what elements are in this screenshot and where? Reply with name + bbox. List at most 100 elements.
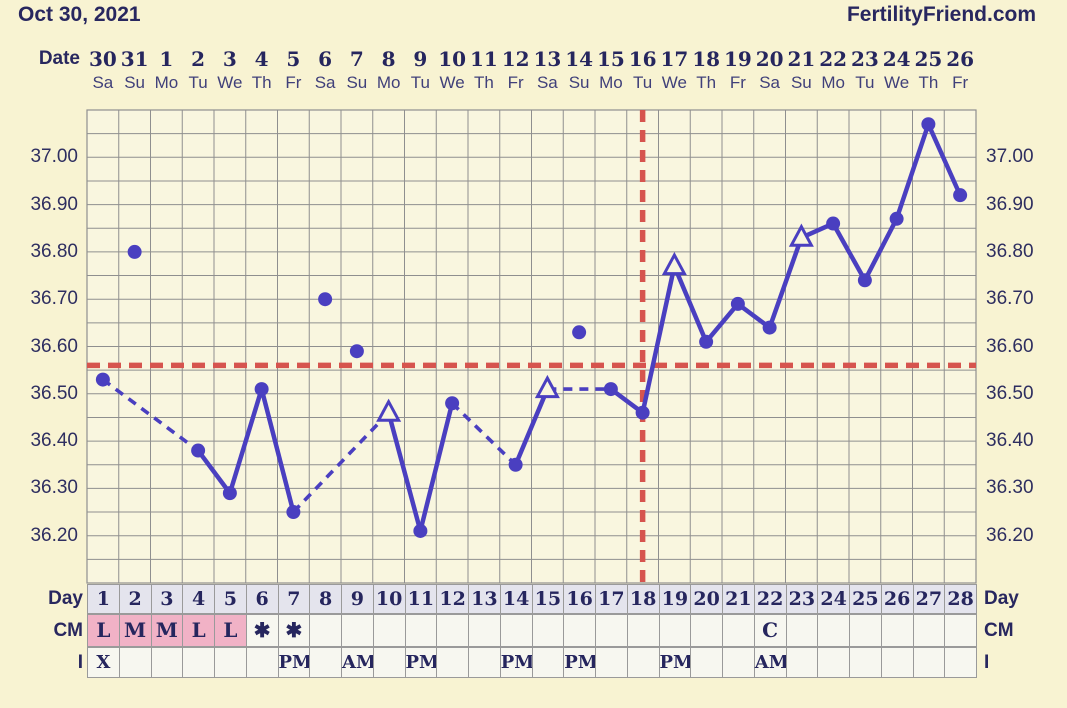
- day-cell-6[interactable]: 6: [245, 584, 279, 614]
- i-cell-14[interactable]: PM: [499, 647, 534, 678]
- site-logo[interactable]: FertilityFriend.com: [846, 3, 1036, 26]
- day-cell-4[interactable]: 4: [182, 584, 215, 614]
- cm-cell-12[interactable]: [436, 614, 469, 647]
- day-cell-2[interactable]: 2: [118, 584, 152, 614]
- cm-cell-23[interactable]: [785, 614, 819, 647]
- day-cell-19[interactable]: 19: [658, 584, 692, 614]
- temp-point-day-25[interactable]: [857, 273, 872, 288]
- day-cell-25[interactable]: 25: [849, 584, 882, 614]
- temp-point-day-4[interactable]: [191, 443, 206, 458]
- i-cell-19[interactable]: PM: [658, 647, 693, 678]
- i-cell-1[interactable]: X: [87, 647, 120, 678]
- cm-cell-5[interactable]: L: [214, 614, 247, 647]
- cm-cell-22[interactable]: C: [753, 614, 787, 647]
- cm-cell-10[interactable]: [372, 614, 406, 647]
- temp-point-day-11[interactable]: [413, 523, 428, 538]
- day-cell-22[interactable]: 22: [753, 584, 787, 614]
- i-cell-25[interactable]: [849, 647, 882, 678]
- i-cell-5[interactable]: [214, 647, 247, 678]
- day-cell-7[interactable]: 7: [277, 584, 311, 614]
- temp-point-day-12[interactable]: [445, 396, 460, 411]
- day-cell-1[interactable]: 1: [87, 584, 120, 614]
- i-cell-4[interactable]: [182, 647, 215, 678]
- temp-point-day-27[interactable]: [921, 117, 936, 132]
- temp-point-day-21[interactable]: [730, 296, 745, 311]
- temp-point-day-19[interactable]: [661, 251, 687, 276]
- i-cell-6[interactable]: [245, 647, 279, 678]
- day-cell-12[interactable]: 12: [436, 584, 469, 614]
- temp-point-day-26[interactable]: [889, 211, 904, 226]
- temp-point-day-2[interactable]: [127, 244, 142, 259]
- cm-cell-18[interactable]: [626, 614, 660, 647]
- i-cell-7[interactable]: PM: [277, 647, 312, 678]
- i-cell-26[interactable]: [880, 647, 914, 678]
- cm-cell-11[interactable]: [404, 614, 438, 647]
- i-cell-9[interactable]: AM: [341, 647, 376, 678]
- i-cell-20[interactable]: [690, 647, 723, 678]
- temp-point-day-18[interactable]: [635, 405, 650, 420]
- temp-point-day-1[interactable]: [95, 372, 110, 387]
- cm-cell-20[interactable]: [690, 614, 723, 647]
- i-cell-21[interactable]: [722, 647, 755, 678]
- i-cell-8[interactable]: [309, 647, 342, 678]
- temp-point-day-9[interactable]: [349, 344, 364, 359]
- day-cell-26[interactable]: 26: [880, 584, 914, 614]
- cm-cell-15[interactable]: [531, 614, 565, 647]
- day-cell-17[interactable]: 17: [595, 584, 628, 614]
- cm-cell-27[interactable]: [912, 614, 946, 647]
- temp-point-day-15[interactable]: [534, 374, 560, 399]
- day-cell-15[interactable]: 15: [531, 584, 565, 614]
- i-cell-28[interactable]: [944, 647, 977, 678]
- cm-cell-1[interactable]: L: [87, 614, 120, 647]
- temp-point-day-22[interactable]: [762, 320, 777, 335]
- day-cell-9[interactable]: 9: [341, 584, 374, 614]
- i-cell-12[interactable]: [436, 647, 469, 678]
- i-cell-2[interactable]: [118, 647, 152, 678]
- cm-cell-4[interactable]: L: [182, 614, 215, 647]
- day-cell-21[interactable]: 21: [722, 584, 755, 614]
- i-cell-11[interactable]: PM: [404, 647, 439, 678]
- i-cell-17[interactable]: [595, 647, 628, 678]
- cm-cell-26[interactable]: [880, 614, 914, 647]
- day-cell-11[interactable]: 11: [404, 584, 438, 614]
- temp-point-day-10[interactable]: [376, 398, 402, 422]
- cm-cell-3[interactable]: M: [150, 614, 184, 647]
- day-cell-23[interactable]: 23: [785, 584, 819, 614]
- temp-point-day-6[interactable]: [254, 382, 269, 397]
- cm-cell-7[interactable]: ✱: [277, 614, 311, 647]
- temp-point-day-16[interactable]: [572, 325, 587, 340]
- i-cell-15[interactable]: [531, 647, 565, 678]
- cm-cell-25[interactable]: [849, 614, 882, 647]
- day-cell-27[interactable]: 27: [912, 584, 946, 614]
- day-cell-18[interactable]: 18: [626, 584, 660, 614]
- i-cell-3[interactable]: [150, 647, 184, 678]
- temp-point-day-5[interactable]: [222, 486, 237, 501]
- cm-cell-9[interactable]: [341, 614, 374, 647]
- day-cell-10[interactable]: 10: [372, 584, 406, 614]
- temp-point-day-17[interactable]: [603, 382, 618, 397]
- cm-cell-21[interactable]: [722, 614, 755, 647]
- cm-cell-28[interactable]: [944, 614, 977, 647]
- day-cell-16[interactable]: 16: [563, 584, 596, 614]
- cm-cell-13[interactable]: [468, 614, 501, 647]
- temp-point-day-23[interactable]: [788, 223, 814, 247]
- day-cell-28[interactable]: 28: [944, 584, 977, 614]
- i-cell-10[interactable]: [372, 647, 406, 678]
- i-cell-27[interactable]: [912, 647, 946, 678]
- temp-point-day-24[interactable]: [826, 216, 841, 231]
- i-cell-16[interactable]: PM: [563, 647, 598, 678]
- temp-point-day-7[interactable]: [286, 505, 301, 520]
- temp-point-day-20[interactable]: [699, 334, 714, 349]
- cm-cell-6[interactable]: ✱: [245, 614, 279, 647]
- cm-cell-17[interactable]: [595, 614, 628, 647]
- i-cell-23[interactable]: [785, 647, 819, 678]
- day-cell-3[interactable]: 3: [150, 584, 184, 614]
- day-cell-20[interactable]: 20: [690, 584, 723, 614]
- day-cell-8[interactable]: 8: [309, 584, 342, 614]
- i-cell-13[interactable]: [468, 647, 501, 678]
- temp-point-day-14[interactable]: [508, 457, 523, 472]
- cm-cell-14[interactable]: [499, 614, 533, 647]
- day-cell-13[interactable]: 13: [468, 584, 501, 614]
- day-cell-24[interactable]: 24: [817, 584, 850, 614]
- i-cell-18[interactable]: [626, 647, 660, 678]
